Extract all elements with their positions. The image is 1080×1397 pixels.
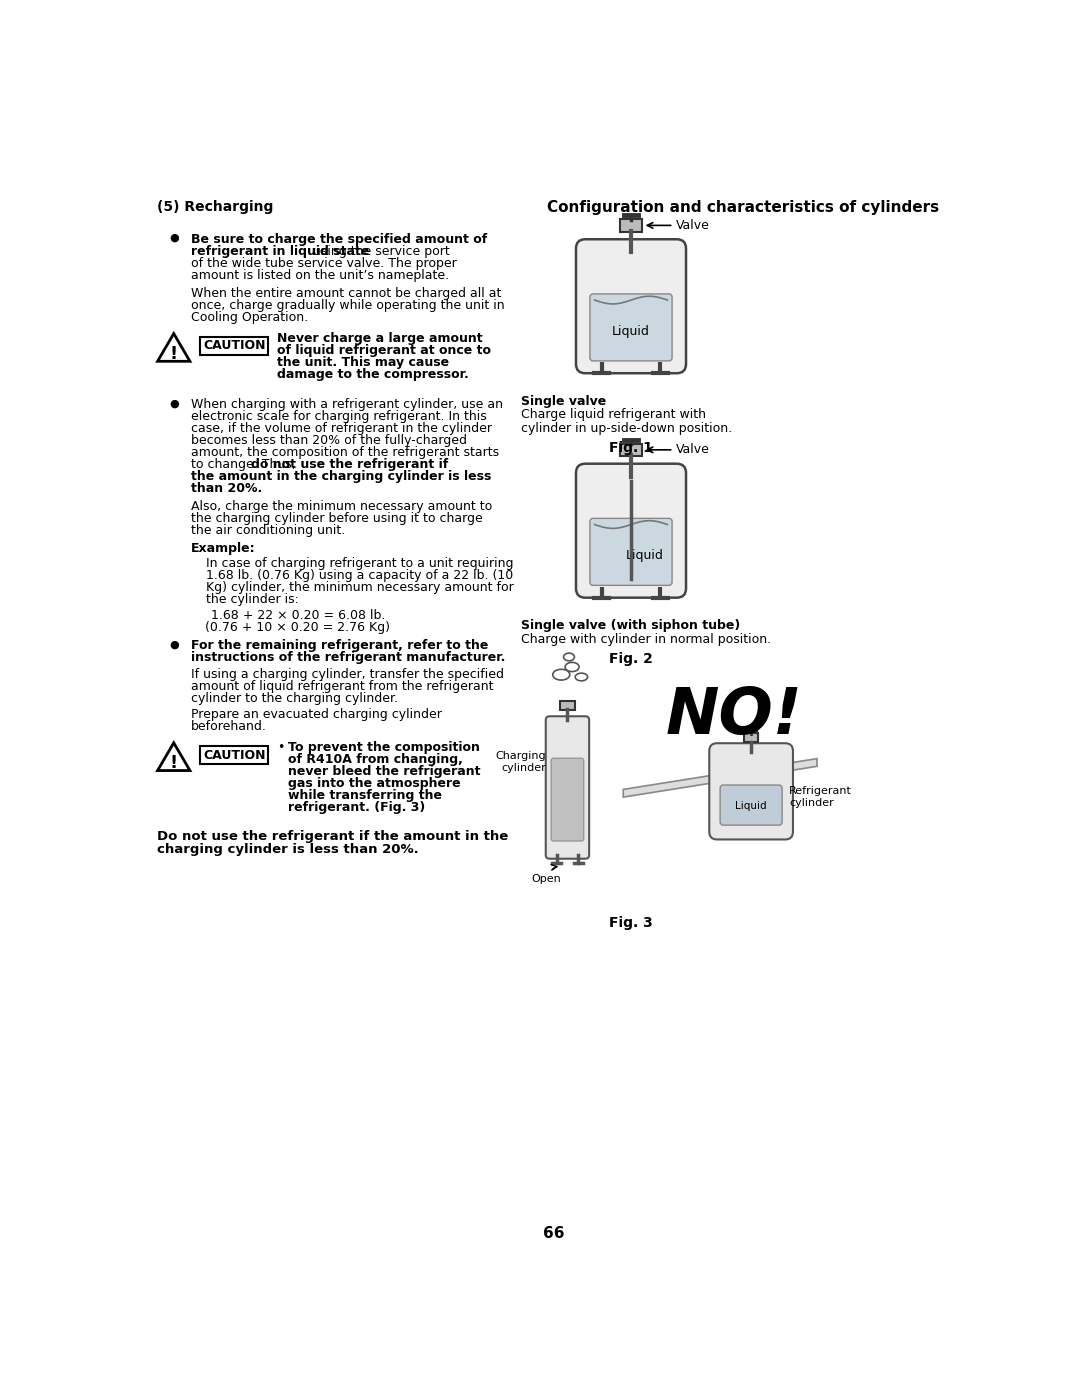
Text: (5) Recharging: (5) Recharging [157, 200, 273, 214]
Text: ●: ● [170, 233, 179, 243]
Text: When the entire amount cannot be charged all at: When the entire amount cannot be charged… [191, 286, 501, 300]
Text: of liquid refrigerant at once to: of liquid refrigerant at once to [276, 344, 490, 358]
Text: Configuration and characteristics of cylinders: Configuration and characteristics of cyl… [548, 200, 940, 215]
Text: 66: 66 [543, 1227, 564, 1242]
FancyBboxPatch shape [620, 444, 642, 455]
Text: Be sure to charge the specified amount of: Be sure to charge the specified amount o… [191, 233, 487, 246]
Text: Charging
cylinder: Charging cylinder [495, 752, 545, 773]
Text: For the remaining refrigerant, refer to the: For the remaining refrigerant, refer to … [191, 640, 488, 652]
Text: do not use the refrigerant if: do not use the refrigerant if [252, 458, 448, 471]
FancyBboxPatch shape [590, 293, 672, 360]
Text: In case of charging refrigerant to a unit requiring: In case of charging refrigerant to a uni… [206, 557, 514, 570]
Text: the charging cylinder before using it to charge: the charging cylinder before using it to… [191, 511, 483, 525]
Text: Charge with cylinder in normal position.: Charge with cylinder in normal position. [521, 633, 771, 645]
Text: Single valve: Single valve [521, 395, 606, 408]
Text: ●: ● [170, 398, 179, 408]
Text: Valve: Valve [676, 219, 710, 232]
Text: Single valve (with siphon tube): Single valve (with siphon tube) [521, 619, 740, 633]
Text: 1.68 + 22 × 0.20 = 6.08 lb.: 1.68 + 22 × 0.20 = 6.08 lb. [211, 609, 384, 622]
FancyBboxPatch shape [200, 337, 268, 355]
Text: refrigerant in liquid state: refrigerant in liquid state [191, 244, 369, 258]
FancyBboxPatch shape [545, 717, 590, 859]
Text: If using a charging cylinder, transfer the specified: If using a charging cylinder, transfer t… [191, 668, 503, 680]
Text: Also, charge the minimum necessary amount to: Also, charge the minimum necessary amoun… [191, 500, 492, 513]
Text: ●: ● [170, 640, 179, 650]
Text: damage to the compressor.: damage to the compressor. [276, 367, 469, 381]
Text: refrigerant. (Fig. 3): refrigerant. (Fig. 3) [287, 800, 424, 814]
FancyBboxPatch shape [710, 743, 793, 840]
Text: Do not use the refrigerant if the amount in the: Do not use the refrigerant if the amount… [157, 830, 508, 842]
Text: Fig. 2: Fig. 2 [609, 652, 653, 666]
Text: !: ! [170, 754, 178, 771]
Text: the air conditioning unit.: the air conditioning unit. [191, 524, 345, 536]
Text: instructions of the refrigerant manufacturer.: instructions of the refrigerant manufact… [191, 651, 505, 664]
Text: the unit. This may cause: the unit. This may cause [276, 356, 449, 369]
Text: case, if the volume of refrigerant in the cylinder: case, if the volume of refrigerant in th… [191, 422, 491, 434]
Text: than 20%.: than 20%. [191, 482, 262, 495]
Text: Kg) cylinder, the minimum necessary amount for: Kg) cylinder, the minimum necessary amou… [206, 581, 514, 594]
Text: cylinder to the charging cylinder.: cylinder to the charging cylinder. [191, 692, 397, 704]
Text: 1.68 lb. (0.76 Kg) using a capacity of a 22 lb. (10: 1.68 lb. (0.76 Kg) using a capacity of a… [206, 569, 514, 581]
FancyBboxPatch shape [551, 759, 583, 841]
Text: Fig. 1: Fig. 1 [609, 441, 653, 455]
Text: using the service port: using the service port [309, 244, 449, 258]
Text: When charging with a refrigerant cylinder, use an: When charging with a refrigerant cylinde… [191, 398, 503, 411]
Text: while transferring the: while transferring the [287, 789, 442, 802]
Text: CAUTION: CAUTION [203, 339, 266, 352]
FancyBboxPatch shape [744, 733, 758, 742]
Text: Liquid: Liquid [626, 549, 664, 562]
Text: amount, the composition of the refrigerant starts: amount, the composition of the refrigera… [191, 446, 499, 460]
Text: of the wide tube service valve. The proper: of the wide tube service valve. The prop… [191, 257, 457, 270]
Text: the cylinder is:: the cylinder is: [206, 592, 299, 606]
Text: •: • [276, 742, 284, 754]
Text: (0.76 + 10 × 0.20 = 2.76 Kg): (0.76 + 10 × 0.20 = 2.76 Kg) [205, 622, 390, 634]
FancyBboxPatch shape [620, 219, 642, 232]
Text: cylinder in up-side-down position.: cylinder in up-side-down position. [521, 422, 732, 434]
FancyBboxPatch shape [559, 701, 576, 710]
Text: Example:: Example: [191, 542, 256, 555]
Text: of R410A from changing,: of R410A from changing, [287, 753, 462, 766]
Text: Valve: Valve [676, 443, 710, 457]
Text: CAUTION: CAUTION [203, 749, 266, 761]
Text: gas into the atmosphere: gas into the atmosphere [287, 777, 460, 791]
Text: Liquid: Liquid [612, 324, 650, 338]
Polygon shape [623, 759, 816, 798]
Text: becomes less than 20% of the fully-charged: becomes less than 20% of the fully-charg… [191, 434, 467, 447]
Text: Liquid: Liquid [735, 800, 767, 810]
Text: charging cylinder is less than 20%.: charging cylinder is less than 20%. [157, 844, 418, 856]
FancyBboxPatch shape [590, 518, 672, 585]
Text: amount is listed on the unit’s nameplate.: amount is listed on the unit’s nameplate… [191, 268, 449, 282]
FancyBboxPatch shape [720, 785, 782, 826]
Text: !: ! [170, 345, 178, 363]
Text: Fig. 3: Fig. 3 [609, 916, 653, 930]
Text: NO!: NO! [666, 686, 802, 747]
Text: amount of liquid refrigerant from the refrigerant: amount of liquid refrigerant from the re… [191, 680, 494, 693]
Text: Charge liquid refrigerant with: Charge liquid refrigerant with [521, 408, 706, 422]
FancyBboxPatch shape [576, 239, 686, 373]
Text: once, charge gradually while operating the unit in: once, charge gradually while operating t… [191, 299, 504, 312]
Text: Open: Open [531, 875, 561, 884]
Text: electronic scale for charging refrigerant. In this: electronic scale for charging refrigeran… [191, 411, 487, 423]
Text: Refrigerant
cylinder: Refrigerant cylinder [789, 787, 852, 807]
Text: never bleed the refrigerant: never bleed the refrigerant [287, 766, 481, 778]
FancyBboxPatch shape [200, 746, 268, 764]
Text: to change. Thus,: to change. Thus, [191, 458, 299, 471]
Text: the amount in the charging cylinder is less: the amount in the charging cylinder is l… [191, 469, 491, 483]
Text: To prevent the composition: To prevent the composition [287, 742, 480, 754]
Text: beforehand.: beforehand. [191, 719, 267, 733]
Text: Prepare an evacuated charging cylinder: Prepare an evacuated charging cylinder [191, 708, 442, 721]
FancyBboxPatch shape [576, 464, 686, 598]
Text: Never charge a large amount: Never charge a large amount [276, 332, 483, 345]
Text: Cooling Operation.: Cooling Operation. [191, 312, 308, 324]
